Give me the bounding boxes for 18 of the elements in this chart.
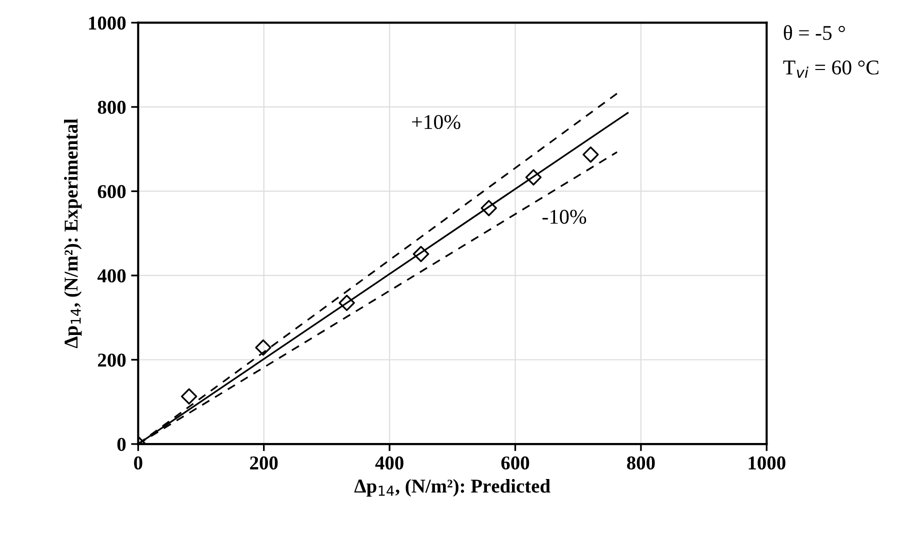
text: T$_{vi}$ = 60 °C	[783, 60, 878, 78]
x-tick-label: 200	[250, 456, 278, 470]
x-tick-label: 800	[627, 456, 655, 470]
y-tick-label: 0	[117, 438, 126, 451]
annotation: +10%	[412, 114, 460, 130]
x-tick-label: 0	[134, 456, 142, 470]
y-tick-label: 1000	[89, 16, 126, 30]
y-axis-title: Δp$_{14}$, (N/m²): Experimental	[64, 118, 82, 348]
x-axis-title: Δp$_{14}$, (N/m²): Predicted	[354, 479, 550, 497]
annotation: -10%	[542, 210, 586, 224]
y-tick-label: 200	[98, 354, 126, 367]
x-tick-label: 400	[375, 456, 404, 470]
y-tick-label: 800	[98, 100, 126, 114]
x-tick-label: 600	[501, 456, 530, 470]
x-tick-label: 1000	[748, 456, 786, 470]
y-tick-label: 400	[97, 269, 126, 282]
text: θ = -5 °	[784, 25, 845, 40]
y-tick-label: 600	[98, 185, 126, 198]
